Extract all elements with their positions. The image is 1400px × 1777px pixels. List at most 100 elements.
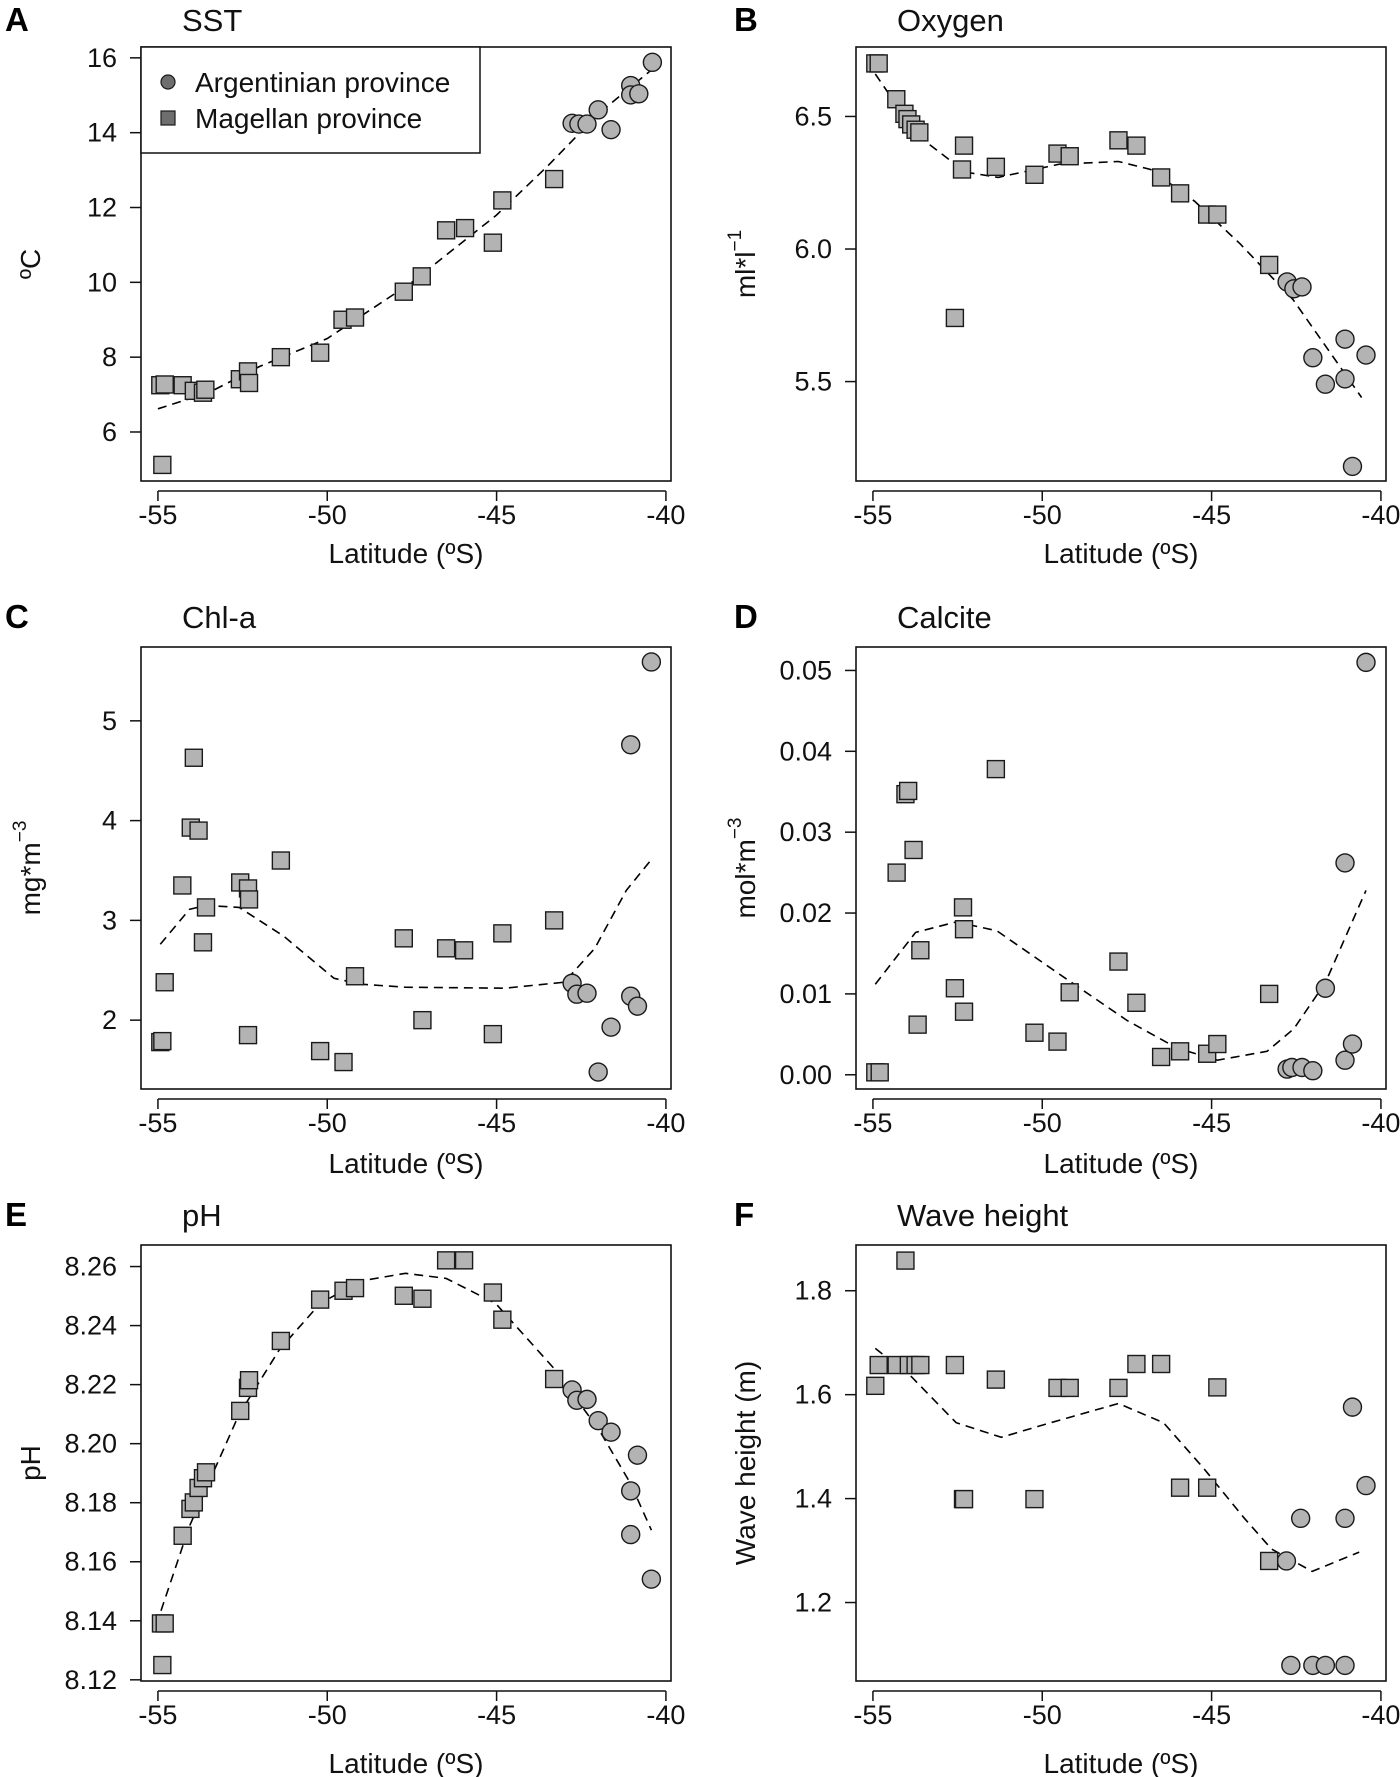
data-point-square — [231, 1401, 250, 1421]
data-point-circle — [620, 1481, 641, 1501]
y-axis-label-text: pH — [15, 1445, 46, 1481]
data-point-circle — [1356, 345, 1376, 365]
data-point-square — [544, 1369, 564, 1389]
data-point-circle — [577, 114, 597, 134]
panel-letter: A — [5, 1, 29, 38]
data-point-circle — [577, 983, 597, 1003]
x-tick-label: -55 — [853, 1108, 892, 1138]
data-point-square — [196, 380, 215, 399]
data-point-square — [455, 218, 475, 238]
data-point-circle — [1303, 1061, 1323, 1081]
x-tick-label: -40 — [646, 1108, 685, 1138]
data-point-square — [239, 373, 259, 393]
x-tick-label: -55 — [138, 500, 177, 530]
data-point-square — [173, 1526, 192, 1545]
y-tick-label: 3 — [102, 905, 117, 935]
x-axis-label: Latitude (ºS) — [329, 1748, 484, 1777]
panel-title: SST — [182, 3, 242, 38]
data-point-square — [1109, 131, 1128, 150]
data-point-square — [911, 1355, 930, 1375]
panel-title: Calcite — [897, 600, 992, 635]
data-point-square — [173, 876, 192, 895]
series-circle — [562, 1380, 662, 1589]
panel-title: Wave height — [897, 1198, 1069, 1233]
data-point-square — [898, 781, 918, 801]
data-point-circle — [620, 1524, 641, 1545]
data-point-square — [334, 1052, 353, 1072]
y-tick-label: 1.6 — [794, 1380, 832, 1410]
legend: Argentinian province Magellan province — [140, 46, 481, 154]
data-point-square — [954, 136, 974, 155]
x-tick-label: -55 — [853, 1700, 892, 1730]
data-point-square — [310, 1290, 330, 1309]
data-point-square — [1151, 1047, 1171, 1067]
x-axis-label: Latitude (ºS) — [1044, 538, 1199, 569]
data-point-square — [953, 898, 973, 917]
data-point-square — [436, 1251, 456, 1270]
x-tick-label: -55 — [853, 500, 892, 530]
x-axis-label: Latitude (ºS) — [1044, 1748, 1199, 1777]
x-tick-label: -50 — [1023, 1700, 1062, 1730]
data-point-square — [155, 375, 174, 394]
data-point-circle — [1356, 652, 1376, 673]
series-circle — [562, 52, 663, 140]
data-point-circle — [627, 996, 648, 1016]
trend-line — [160, 1272, 653, 1611]
data-point-square — [1259, 255, 1279, 275]
data-point-square — [1109, 1378, 1128, 1398]
x-tick-label: -40 — [646, 1700, 685, 1730]
data-point-circle — [642, 52, 663, 73]
data-point-square — [155, 973, 174, 992]
data-point-square — [1127, 136, 1146, 155]
data-point-square — [544, 911, 564, 930]
x-tick-label: -45 — [477, 500, 516, 530]
data-point-circle — [1290, 1508, 1311, 1529]
y-tick-label: 8 — [102, 342, 117, 372]
y-tick-label: 2 — [102, 1005, 117, 1035]
y-tick-label: 12 — [87, 193, 117, 223]
data-point-square — [193, 933, 213, 952]
data-point-square — [271, 851, 291, 870]
x-tick-label: -55 — [138, 1700, 177, 1730]
data-point-square — [394, 282, 413, 301]
y-tick-label: 8.14 — [64, 1606, 117, 1636]
x-tick-label: -50 — [1023, 1108, 1062, 1138]
series-square — [866, 54, 1279, 328]
y-tick-label: 16 — [87, 43, 117, 73]
data-point-square — [954, 1489, 974, 1509]
data-point-square — [310, 1041, 330, 1061]
plot-frame — [855, 646, 1387, 1090]
data-point-circle — [588, 1062, 608, 1082]
data-point-square — [493, 191, 512, 210]
data-point-circle — [1335, 1508, 1355, 1529]
data-point-circle — [1356, 1475, 1376, 1496]
y-axis-label: ºC — [15, 249, 46, 279]
data-point-square — [413, 1289, 432, 1308]
data-point-square — [436, 939, 456, 958]
x-tick-label: -45 — [477, 1700, 516, 1730]
data-point-square — [310, 343, 330, 362]
data-point-square — [1060, 147, 1079, 166]
y-tick-label: 5.5 — [794, 367, 832, 397]
x-tick-label: -45 — [1192, 1700, 1231, 1730]
data-point-square — [189, 821, 208, 840]
data-point-square — [1151, 1354, 1171, 1374]
x-tick-label: -40 — [1361, 1700, 1400, 1730]
x-tick-label: -50 — [308, 1700, 347, 1730]
data-point-square — [153, 1655, 172, 1675]
data-point-square — [1259, 1551, 1279, 1571]
y-axis-label-text: mol*m — [730, 839, 761, 918]
data-point-square — [1109, 952, 1128, 971]
data-point-square — [155, 1614, 174, 1633]
data-point-square — [239, 1370, 259, 1390]
data-point-circle — [588, 100, 608, 120]
panel-letter: C — [5, 598, 29, 635]
data-point-square — [1151, 168, 1171, 187]
data-point-square — [544, 169, 564, 189]
panel-title: pH — [182, 1198, 222, 1233]
trend-line — [874, 73, 1363, 398]
data-point-square — [904, 840, 923, 860]
y-tick-label: 1.4 — [794, 1484, 832, 1514]
data-point-square — [394, 1286, 413, 1305]
